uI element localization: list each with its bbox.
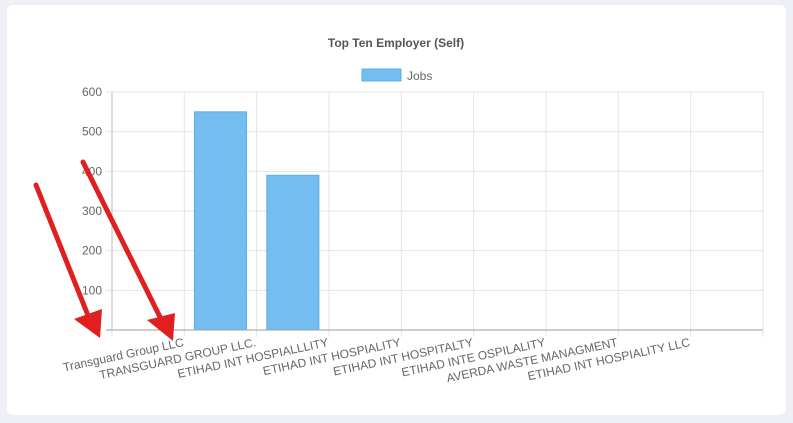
legend-swatch-jobs (361, 68, 402, 82)
legend-label-jobs: Jobs (407, 69, 432, 83)
annotation-arrows (33, 159, 175, 341)
red-arrow-annotation-1 (33, 182, 102, 338)
red-arrow-annotation-2 (80, 159, 175, 341)
chart-title: Top Ten Employer (Self) (328, 36, 464, 50)
bar-chart: Top Ten Employer (Self) Jobs 10020030040… (33, 36, 764, 385)
y-tick-label: 200 (82, 244, 102, 258)
bar[interactable] (266, 174, 320, 331)
y-tick-label: 600 (82, 85, 102, 99)
bar[interactable] (193, 111, 248, 331)
y-tick-label: 300 (82, 204, 102, 218)
y-tick-label: 100 (82, 283, 102, 297)
y-tick-label: 500 (82, 125, 102, 139)
chart-card: Top Ten Employer (Self) Jobs 100 200 300 40… (7, 5, 786, 415)
bars (193, 111, 320, 331)
legend[interactable]: Jobs (361, 68, 432, 83)
